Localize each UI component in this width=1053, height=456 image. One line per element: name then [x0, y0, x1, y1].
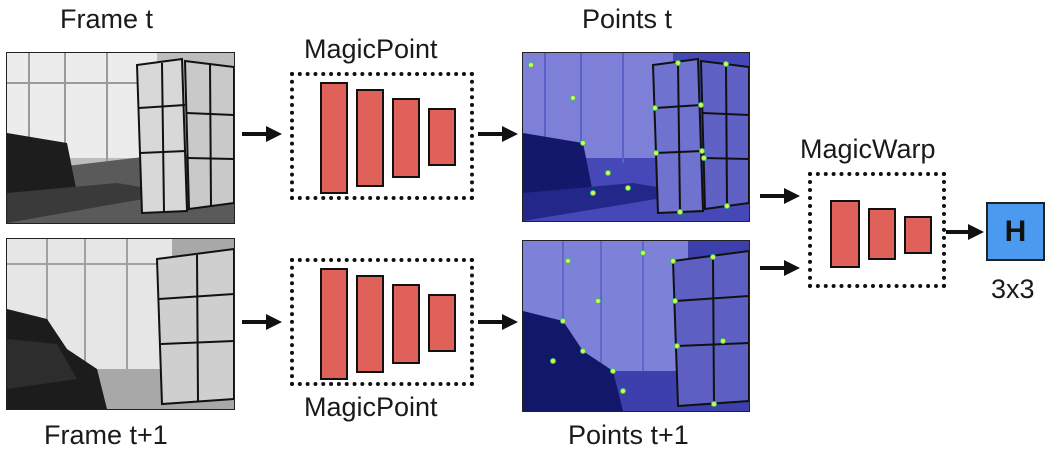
- arrow-frame-t-to-magicpoint: [242, 126, 282, 142]
- frame-t-image: [6, 52, 235, 224]
- magicwarp-layer-3: [904, 216, 932, 254]
- magicpoint-bottom-layer-2: [356, 275, 384, 373]
- magicpoint-top-layer-4: [428, 108, 456, 166]
- magicpoint-top-layer-3: [392, 98, 420, 178]
- points-t1-label: Points t+1: [568, 420, 689, 450]
- magicpoint-bottom-layer-1: [320, 268, 348, 380]
- h-size-label: 3x3: [991, 274, 1035, 304]
- homography-output-box: H: [986, 202, 1045, 261]
- frame-t1-image: [6, 238, 235, 410]
- arrow-magicpoint-to-points-t: [478, 126, 518, 142]
- frame-t1-label: Frame t+1: [44, 420, 168, 450]
- points-t1-image: [522, 240, 750, 412]
- magicpoint-bottom-layer-4: [428, 294, 456, 352]
- magicpoint-top-layer-1: [320, 82, 348, 194]
- arrow-magicwarp-to-h: [946, 224, 984, 240]
- arrow-points-t-to-magicwarp: [760, 188, 800, 204]
- points-t-label: Points t: [582, 4, 673, 34]
- arrow-points-t1-to-magicwarp: [760, 260, 800, 276]
- magicwarp-label: MagicWarp: [800, 134, 936, 164]
- magicwarp-layer-1: [830, 200, 860, 268]
- magicpoint-bottom-layer-3: [392, 284, 420, 364]
- magicpoint-top-layer-2: [356, 89, 384, 187]
- frame-t-label: Frame t: [60, 4, 154, 34]
- magicwarp-layer-2: [868, 208, 896, 260]
- magicpoint-bottom-box: [290, 258, 474, 386]
- homography-h-label: H: [1004, 214, 1027, 248]
- points-t-image: [522, 52, 750, 222]
- arrow-magicpoint-to-points-t1: [478, 314, 518, 330]
- magicwarp-box: [808, 172, 946, 288]
- magicpoint-top-box: [290, 72, 474, 200]
- magicpoint-bottom-label: MagicPoint: [304, 392, 438, 422]
- magicpoint-top-label: MagicPoint: [304, 34, 438, 64]
- arrow-frame-t1-to-magicpoint: [242, 314, 282, 330]
